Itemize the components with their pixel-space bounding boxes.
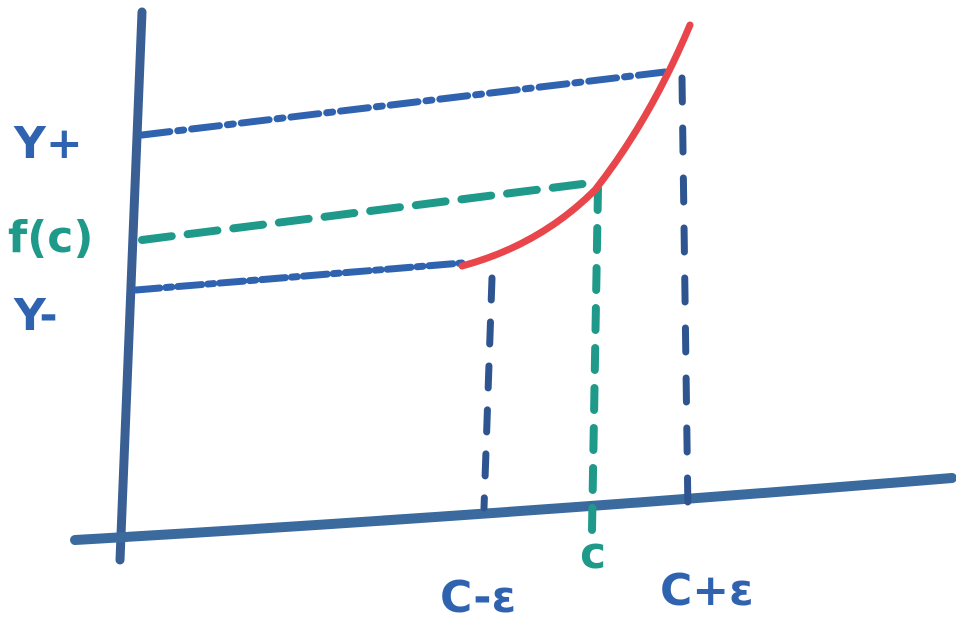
c-minus-eps-guide: [484, 278, 492, 508]
y-plus-label: Y+: [13, 118, 83, 169]
page: Y+ f(c) Y- C-ε c C+ε (() => { const data…: [0, 0, 956, 623]
c-minus-eps-label: C-ε: [440, 572, 516, 623]
c-label: c: [580, 528, 606, 579]
y-plus-guide: [142, 72, 665, 135]
c-plus-eps-guide: [682, 78, 688, 515]
diagram: Y+ f(c) Y- C-ε c C+ε: [0, 0, 956, 623]
y-minus-guide: [136, 263, 462, 290]
f-c-guide: [142, 182, 598, 240]
y-axis: [120, 12, 142, 560]
c-guide: [592, 188, 598, 530]
f-c-label: f(c): [8, 212, 93, 263]
y-minus-label: Y-: [13, 290, 58, 341]
x-axis: [75, 478, 952, 540]
function-curve: [462, 25, 690, 266]
c-plus-eps-label: C+ε: [660, 565, 754, 616]
